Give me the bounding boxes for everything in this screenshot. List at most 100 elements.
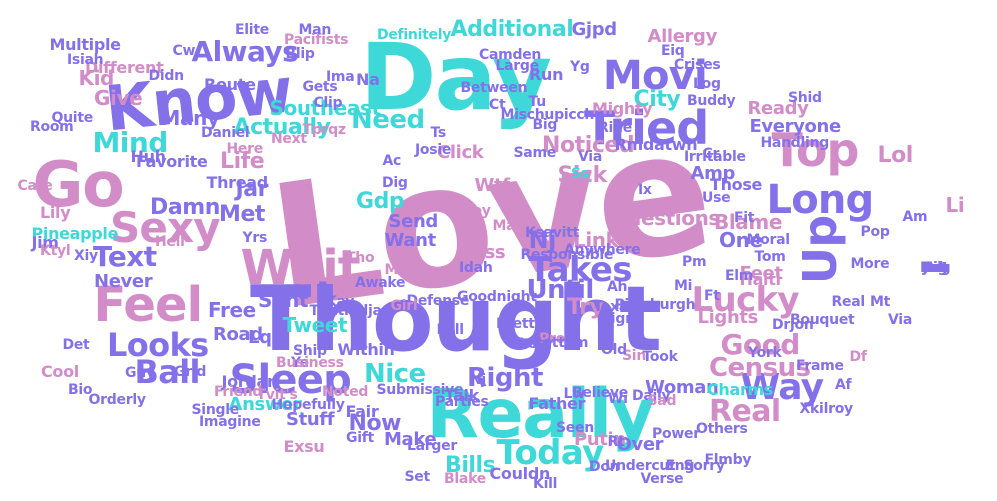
word-df: Df	[849, 349, 867, 365]
word-send: Send	[388, 211, 439, 232]
word-don: Don	[589, 459, 620, 475]
word-thread: Thread	[206, 173, 269, 192]
word-man: Man	[298, 22, 332, 38]
word-road: Road	[213, 324, 263, 345]
word-gets: Gets	[302, 79, 338, 95]
word-idah: Idah	[459, 260, 493, 276]
word-until: Until	[526, 275, 595, 305]
word-cat: Cat	[922, 260, 948, 276]
word-same: Same	[513, 145, 557, 161]
word-large: Large	[495, 58, 540, 74]
word-different: Different	[85, 58, 164, 77]
word-tvit-s: Tvit's	[256, 387, 298, 403]
word-shid: Shid	[788, 90, 822, 106]
word-nj: Nj	[528, 226, 557, 254]
word-na: Na	[356, 70, 380, 89]
word-yrs: Yrs	[242, 230, 268, 246]
word-putin: Putin	[574, 429, 626, 450]
word-sin: Sin	[622, 348, 647, 364]
word-sent: Sent	[258, 288, 309, 312]
word-definitely: Definitely	[377, 27, 452, 43]
word-moral: Moral	[746, 232, 791, 248]
word-favorite: Favorite	[136, 152, 208, 171]
word-via: Via	[578, 149, 602, 165]
word-blame: Blame	[714, 210, 783, 234]
word-power: Power	[652, 426, 700, 442]
word-life: Life	[220, 149, 265, 174]
word-charms: Charms	[707, 380, 774, 399]
word-elite: Elite	[235, 22, 269, 38]
word-york: York	[748, 345, 782, 361]
word-ksavitt: Ksavitt	[525, 225, 579, 241]
word-father: Father	[528, 394, 586, 413]
word-bottom: Bottom	[532, 335, 589, 351]
word-next: Next	[271, 131, 307, 147]
word-cw: Cw	[172, 43, 196, 59]
word-sorry: Sorry	[683, 458, 726, 474]
word-rmdatwn: Rmdatwn	[614, 135, 698, 154]
word-allergy: Allergy	[647, 26, 718, 47]
word-ac: Ac	[382, 153, 402, 169]
word-imagine: Imagine	[199, 414, 261, 430]
word-crises: Crises	[674, 57, 721, 73]
word-noticed: Noticed	[542, 133, 635, 158]
word-answer: Answer	[228, 394, 302, 415]
word-old: Old	[601, 342, 627, 358]
word-city: City	[633, 87, 681, 112]
word-one: One	[719, 228, 763, 252]
word-never: Never	[94, 271, 153, 292]
word-dig: Dig	[382, 175, 408, 191]
word-jim: Jim	[31, 233, 59, 252]
word-clip: Clip	[313, 95, 343, 111]
word-pro: Pro	[539, 331, 565, 347]
word-feet: Feet	[739, 263, 784, 284]
word-eng: Eng	[665, 458, 695, 474]
word-sleep: Sleep	[229, 357, 352, 403]
word-lq: Lq	[248, 327, 272, 348]
word-ah: Ah	[607, 279, 628, 295]
word-need: Need	[351, 105, 425, 135]
word-lear: Lear	[519, 336, 553, 352]
word-friend: Friend	[214, 384, 263, 400]
word-movi: Movi	[603, 53, 708, 99]
word-real: Real	[831, 294, 866, 310]
word-care: Care	[17, 178, 53, 194]
word-ship: Ship	[293, 343, 327, 359]
word-sick: Sick	[557, 163, 608, 188]
word-run: Run	[529, 65, 564, 84]
word-cr: Cr	[702, 146, 720, 162]
word-right: Right	[467, 363, 543, 393]
word-lily: Lily	[40, 203, 71, 222]
word-ball: Ball	[134, 353, 201, 391]
word-exsu: Exsu	[283, 437, 325, 456]
word-haiti: Haiti	[739, 270, 782, 289]
word-mess: Mess	[384, 262, 424, 278]
word-mischupicchu: Mischupicchu	[500, 107, 605, 123]
word-tom: Tom	[754, 249, 786, 265]
word-lights: Lights	[697, 307, 759, 328]
word-census: Census	[709, 353, 811, 383]
word-larger: Larger	[407, 438, 458, 454]
word-go: Go	[32, 148, 125, 221]
word-set: Set	[404, 469, 431, 485]
word-pineapple: Pineapple	[31, 224, 119, 243]
word-sad: Sad	[647, 393, 677, 409]
word-met: Met	[219, 202, 266, 227]
word-top: Top	[771, 123, 860, 177]
word-kid: Kid	[78, 66, 115, 90]
word-bio: Bio	[68, 382, 93, 398]
word-orderly: Orderly	[88, 392, 146, 408]
word-kay: Kay	[326, 294, 355, 310]
word-awake: Awake	[355, 275, 406, 291]
word-quite: Quite	[51, 110, 94, 126]
word-daily: Daily	[632, 388, 671, 404]
word-ktyl: Ktyl	[40, 243, 71, 259]
word-daniel: Daniel	[201, 125, 250, 141]
word-ft: Ft	[704, 288, 720, 304]
word-anywhere: Anywhere	[564, 242, 641, 258]
word-real: Real	[709, 394, 781, 429]
word-tho: Tho	[346, 250, 375, 266]
word-feel: Feel	[93, 277, 204, 333]
word-couldn: Couldn	[489, 464, 551, 483]
